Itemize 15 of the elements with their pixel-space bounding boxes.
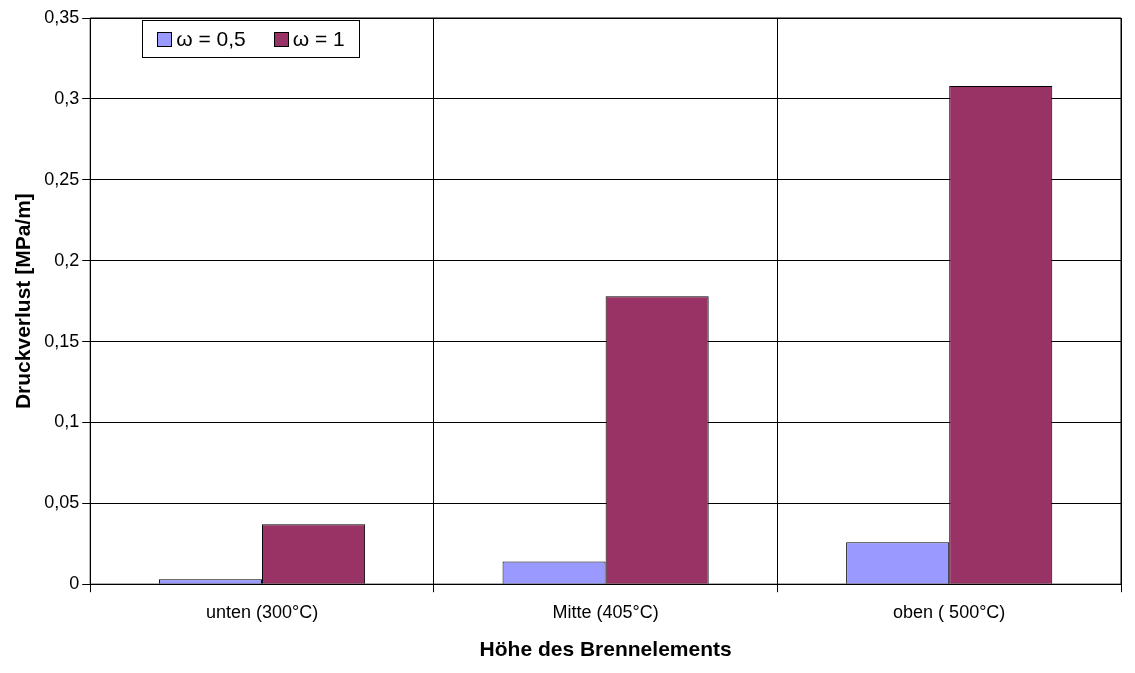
- y-tick-label: 0: [69, 573, 80, 594]
- y-tick-label: 0,35: [44, 6, 80, 27]
- legend-label: ω = 0,5: [176, 27, 246, 51]
- x-tick-label: unten (300°C): [205, 601, 319, 622]
- y-tick-label: 0,2: [54, 249, 80, 270]
- y-tick-label: 0,15: [44, 330, 80, 351]
- y-tick-label: 0,1: [54, 411, 80, 432]
- x-axis-title: Höhe des Brennelements: [479, 637, 732, 661]
- x-tick-label: oben ( 500°C): [893, 601, 1006, 622]
- y-tick-label: 0,05: [44, 492, 80, 513]
- y-tick-label: 0,3: [54, 87, 80, 108]
- x-tick-label: Mitte (405°C): [552, 601, 659, 622]
- y-axis-title: Druckverlust [MPa/m]: [11, 193, 35, 410]
- legend-label: ω = 1: [292, 27, 345, 51]
- y-tick-label: 0,25: [44, 168, 80, 189]
